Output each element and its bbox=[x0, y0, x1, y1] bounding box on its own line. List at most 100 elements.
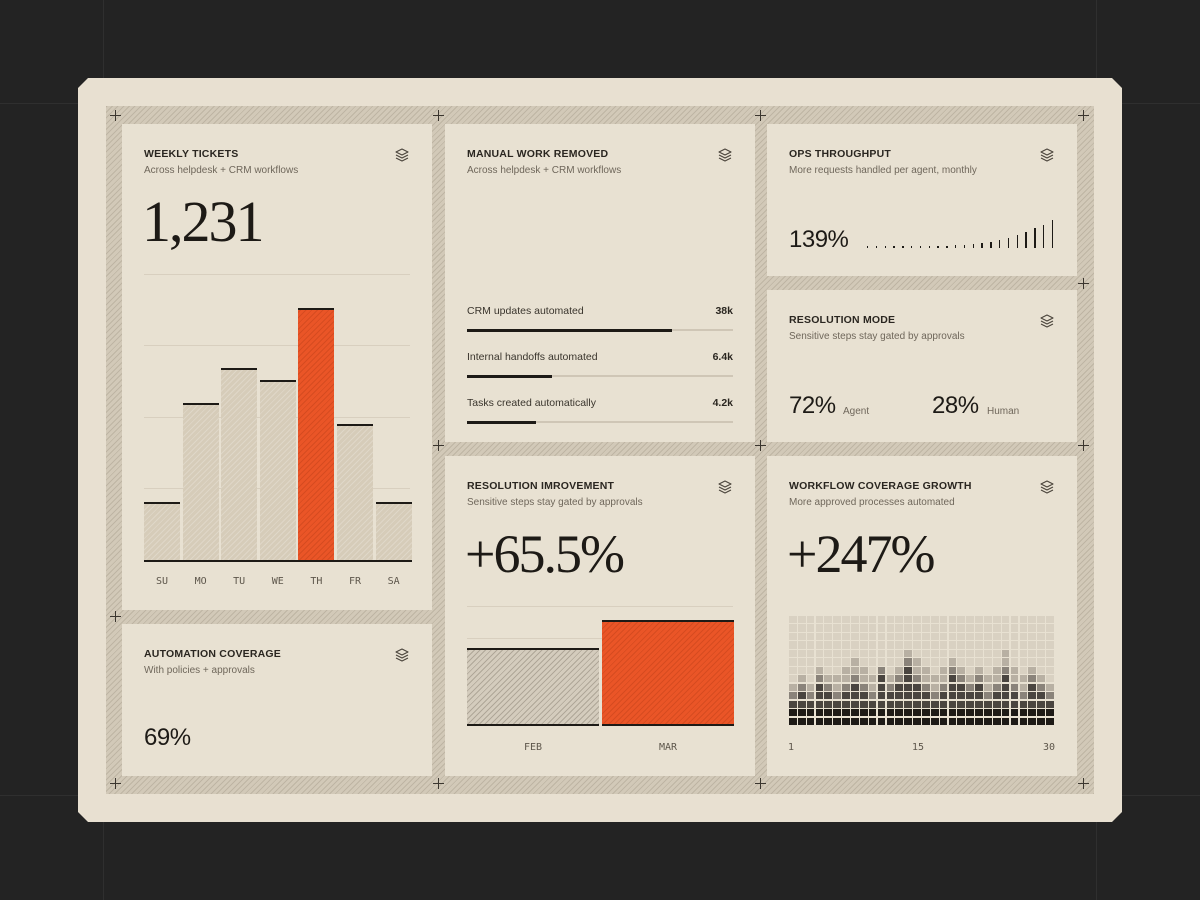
heatmap-cell bbox=[1046, 717, 1054, 725]
spark-tick bbox=[1025, 231, 1027, 248]
spark-tick bbox=[875, 246, 878, 248]
heatmap-cell bbox=[984, 683, 992, 691]
row-value: 6.4k bbox=[712, 351, 733, 363]
heatmap-cell bbox=[851, 632, 859, 641]
spark-tick bbox=[963, 244, 966, 248]
heatmap-cell bbox=[922, 683, 930, 691]
heatmap-cell bbox=[922, 649, 930, 658]
heatmap-cell bbox=[868, 658, 877, 666]
heatmap-cell bbox=[904, 700, 912, 708]
heatmap-cell bbox=[1001, 700, 1010, 708]
heatmap-cell bbox=[859, 700, 868, 708]
heatmap-cell bbox=[851, 675, 859, 683]
heatmap-cell bbox=[859, 641, 868, 649]
heatmap-cell bbox=[922, 700, 930, 708]
heatmap-cell bbox=[1037, 717, 1045, 725]
bar-we bbox=[259, 380, 296, 560]
heatmap-cell bbox=[833, 666, 841, 675]
heatmap-cell bbox=[842, 666, 850, 675]
card-subtitle: Across helpdesk + CRM workflows bbox=[144, 165, 299, 176]
heatmap-cell bbox=[789, 632, 797, 641]
heatmap-cell bbox=[913, 700, 921, 708]
heatmap-cell bbox=[1028, 624, 1037, 632]
heatmap-cell bbox=[1001, 649, 1010, 658]
heatmap-cell bbox=[815, 616, 824, 624]
heatmap-cell bbox=[789, 709, 797, 717]
heatmap-cell bbox=[824, 692, 833, 700]
heatmap-cell bbox=[797, 709, 806, 717]
spark-tick bbox=[1043, 224, 1045, 248]
heatmap-cell bbox=[1019, 658, 1028, 666]
heatmap-cell bbox=[877, 683, 886, 691]
heatmap-cell bbox=[957, 709, 966, 717]
heatmap-cell bbox=[1028, 649, 1037, 658]
heatmap-cell bbox=[833, 675, 841, 683]
heatmap-cell bbox=[815, 717, 824, 725]
bar-mar bbox=[602, 620, 734, 726]
heatmap-cell bbox=[1001, 683, 1010, 691]
heatmap-cell bbox=[1046, 692, 1054, 700]
heatmap-cell bbox=[984, 675, 992, 683]
weekly-tickets-chart bbox=[144, 274, 412, 560]
heatmap-cell bbox=[851, 658, 859, 666]
progress-fill bbox=[467, 374, 553, 378]
layers-icon[interactable] bbox=[717, 147, 733, 163]
heatmap-cell bbox=[1001, 675, 1010, 683]
layers-icon[interactable] bbox=[1039, 479, 1055, 495]
heatmap-cell bbox=[948, 658, 957, 666]
heatmap-cell bbox=[842, 641, 850, 649]
heatmap-cell bbox=[895, 632, 904, 641]
heatmap-cell bbox=[1028, 666, 1037, 675]
bar-tu bbox=[221, 368, 258, 560]
heatmap-cell bbox=[975, 616, 983, 624]
heatmap-cell bbox=[1001, 616, 1010, 624]
spark-tick bbox=[955, 245, 957, 248]
heatmap-cell bbox=[1037, 692, 1045, 700]
heatmap-cell bbox=[1010, 658, 1019, 666]
heatmap-cell bbox=[797, 649, 806, 658]
heatmap-cell bbox=[948, 632, 957, 641]
plus-mark bbox=[755, 110, 766, 121]
heatmap-cell bbox=[895, 692, 904, 700]
heatmap-cell bbox=[1001, 658, 1010, 666]
heatmap-cell bbox=[922, 624, 930, 632]
layers-icon[interactable] bbox=[394, 147, 410, 163]
heatmap-cell bbox=[948, 683, 957, 691]
layers-icon[interactable] bbox=[717, 479, 733, 495]
heatmap-cell bbox=[815, 692, 824, 700]
automation-coverage-card: AUTOMATION COVERAGE With policies + appr… bbox=[122, 624, 432, 776]
heatmap-cell bbox=[851, 649, 859, 658]
spark-tick bbox=[946, 245, 948, 248]
heatmap-cell bbox=[868, 641, 877, 649]
heatmap-cell bbox=[797, 632, 806, 641]
heatmap-cell bbox=[1010, 666, 1019, 675]
heatmap-cell bbox=[1037, 658, 1045, 666]
layers-icon[interactable] bbox=[1039, 147, 1055, 163]
heatmap-cell bbox=[966, 675, 974, 683]
heatmap-cell bbox=[842, 675, 850, 683]
heatmap-cell bbox=[948, 616, 957, 624]
heatmap-cell bbox=[806, 692, 815, 700]
heatmap-cell bbox=[930, 641, 939, 649]
plus-mark bbox=[755, 778, 766, 789]
heatmap-cell bbox=[806, 641, 815, 649]
heatmap-cell bbox=[1010, 692, 1019, 700]
heatmap-cell bbox=[913, 717, 921, 725]
heatmap-cell bbox=[948, 692, 957, 700]
heatmap-cell bbox=[1001, 641, 1010, 649]
heatmap-cell bbox=[877, 641, 886, 649]
progress-fill bbox=[467, 420, 537, 424]
heatmap-cell bbox=[1019, 632, 1028, 641]
heatmap-cell bbox=[815, 675, 824, 683]
row-value: 4.2k bbox=[712, 397, 733, 409]
heatmap-cell bbox=[1028, 641, 1037, 649]
layers-icon[interactable] bbox=[1039, 313, 1055, 329]
heatmap-cell bbox=[939, 632, 948, 641]
heatmap-cell bbox=[930, 658, 939, 666]
heatmap-cell bbox=[789, 717, 797, 725]
layers-icon[interactable] bbox=[394, 647, 410, 663]
heatmap-cell bbox=[868, 692, 877, 700]
heatmap-cell bbox=[868, 717, 877, 725]
heatmap-cell bbox=[939, 700, 948, 708]
heatmap-cell bbox=[992, 632, 1001, 641]
